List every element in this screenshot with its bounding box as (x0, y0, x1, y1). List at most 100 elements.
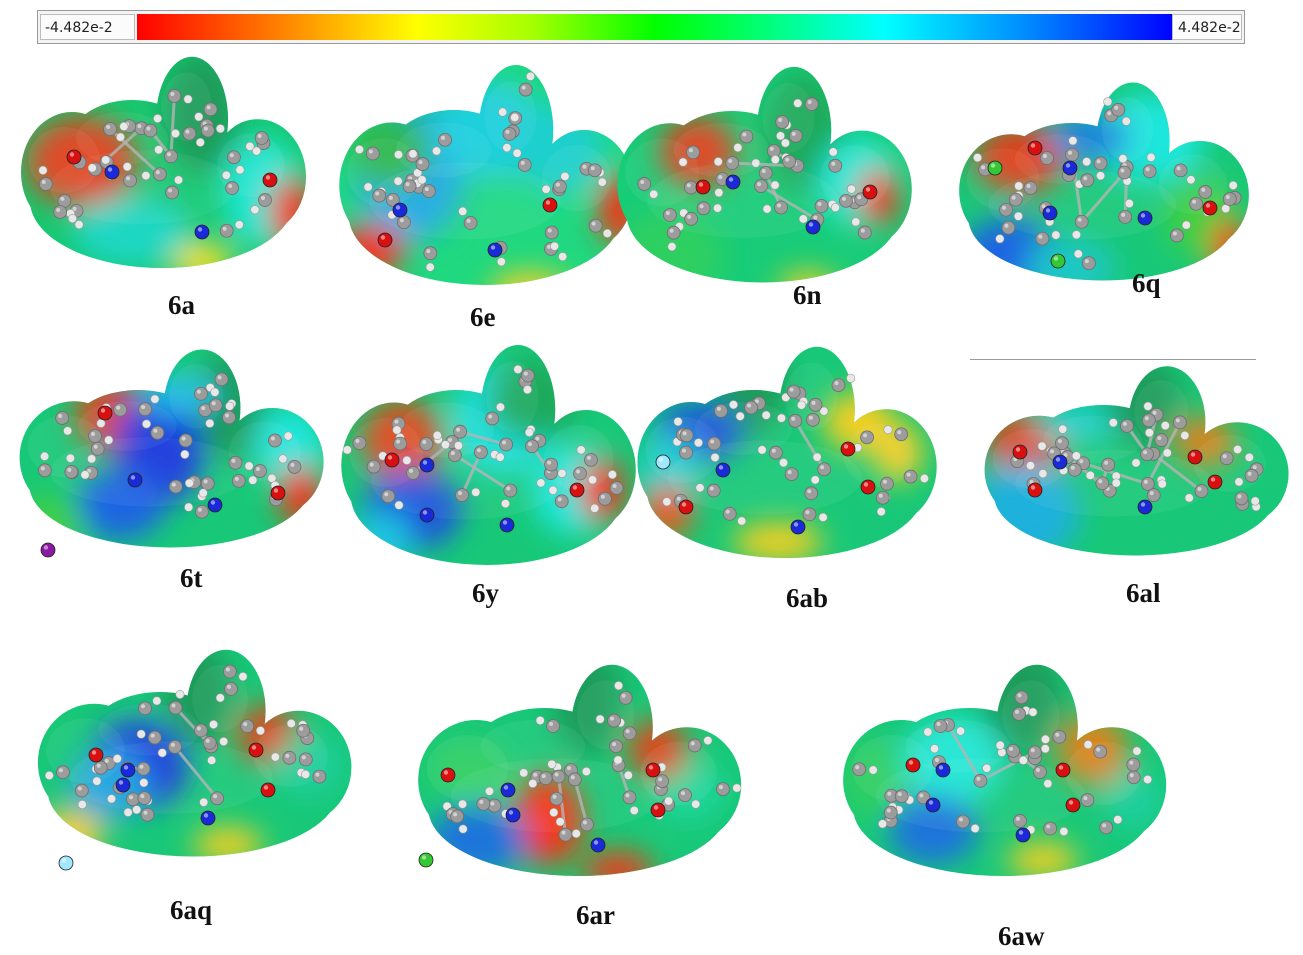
esp-surface-6n (617, 66, 912, 283)
nitrogen-atom (419, 507, 435, 523)
nitrogen-atom (1062, 160, 1078, 176)
molecule-6aw (833, 660, 1173, 900)
scale-min-value: -4.482e-2 (40, 14, 135, 40)
molecule-6al (975, 362, 1295, 577)
oxygen-atom (1027, 140, 1043, 156)
nitrogen-atom (935, 762, 951, 778)
esp-surface-6ab (637, 346, 937, 558)
scale-gradient-bar (137, 14, 1175, 40)
esp-surface-body (843, 664, 1167, 876)
nitrogen-atom (805, 219, 821, 235)
atom-skeleton (342, 364, 624, 533)
oxygen-atom (860, 479, 876, 495)
nitrogen-atom (207, 497, 223, 513)
oxygen-atom (440, 767, 456, 783)
oxygen-atom (1027, 482, 1043, 498)
atom-skeleton (637, 97, 878, 252)
atom-skeleton (38, 89, 278, 240)
molecule-6q (950, 78, 1255, 303)
fluorine-atom (655, 454, 671, 470)
molecule-6a (12, 52, 312, 292)
oxygen-atom (905, 757, 921, 773)
oxygen-atom (270, 485, 286, 501)
atom-skeleton (354, 71, 612, 272)
molecule-6ab (628, 342, 943, 582)
molecule-6n (608, 62, 918, 307)
oxygen-atom (66, 149, 82, 165)
nitrogen-atom (1052, 454, 1068, 470)
oxygen-atom (1055, 762, 1071, 778)
label-6q: 6q (1132, 268, 1161, 298)
label-6y: 6y (472, 578, 499, 608)
oxygen-atom (88, 747, 104, 763)
oxygen-atom (650, 802, 666, 818)
nitrogen-atom (725, 174, 741, 190)
nitrogen-atom (1137, 499, 1153, 515)
nitrogen-atom (419, 457, 435, 473)
molecule-6ar (408, 660, 748, 900)
nitrogen-atom (499, 517, 515, 533)
nitrogen-atom (127, 472, 143, 488)
oxygen-atom (97, 405, 113, 421)
esp-surface-body (984, 366, 1289, 556)
nitrogen-atom (1137, 210, 1153, 226)
oxygen-atom (542, 197, 558, 213)
esp-surface-6aw (843, 664, 1167, 876)
atom-skeleton (37, 372, 302, 558)
esp-surface-6a (21, 56, 306, 268)
label-6aq: 6aq (170, 895, 213, 925)
esp-surface-6e (339, 65, 634, 285)
nitrogen-atom (1042, 205, 1058, 221)
nitrogen-atom (1015, 827, 1031, 843)
separator-line (970, 359, 1256, 360)
esp-surface-6y (341, 345, 636, 565)
label-6al: 6al (1126, 578, 1161, 608)
nitrogen-atom (487, 242, 503, 258)
label-6n: 6n (793, 280, 822, 310)
label-6t: 6t (180, 563, 203, 593)
fluorine-atom (58, 855, 74, 871)
oxygen-atom (262, 172, 278, 188)
nitrogen-atom (925, 797, 941, 813)
atom-skeleton (44, 664, 327, 871)
atom-skeleton (973, 97, 1242, 271)
atom-skeleton (655, 373, 929, 535)
scale-max-value: 4.482e-2 (1172, 14, 1242, 40)
oxygen-atom (862, 184, 878, 200)
label-6ar: 6ar (576, 900, 615, 930)
molecule-6aq (28, 645, 358, 880)
nitrogen-atom (200, 810, 216, 826)
molecule-6t (10, 345, 330, 570)
oxygen-atom (1065, 797, 1081, 813)
oxygen-atom (1202, 200, 1218, 216)
nitrogen-atom (392, 202, 408, 218)
atom-skeleton (1010, 401, 1264, 515)
atom-skeleton (852, 690, 1153, 843)
esp-surface-body (339, 65, 634, 285)
esp-color-scale: -4.482e-2 4.482e-2 (37, 10, 1245, 44)
nitrogen-atom (115, 777, 131, 793)
oxygen-atom (645, 762, 661, 778)
oxygen-atom (695, 179, 711, 195)
esp-surface-6t (19, 349, 324, 558)
atom-skeleton (418, 681, 742, 868)
nitrogen-atom (715, 462, 731, 478)
esp-surface-6aq (37, 649, 352, 871)
oxygen-atom (1207, 474, 1223, 490)
iodine-atom (40, 542, 56, 558)
oxygen-atom (569, 482, 585, 498)
nitrogen-atom (120, 762, 136, 778)
nitrogen-atom (194, 224, 210, 240)
esp-surface-6al (984, 366, 1289, 556)
nitrogen-atom (505, 807, 521, 823)
oxygen-atom (678, 499, 694, 515)
label-6ab: 6ab (786, 583, 829, 613)
nitrogen-atom (790, 519, 806, 535)
nitrogen-atom (590, 837, 606, 853)
chlorine-atom (1050, 253, 1066, 269)
label-6aw: 6aw (998, 921, 1045, 951)
chlorine-atom (987, 160, 1003, 176)
oxygen-atom (260, 782, 276, 798)
oxygen-atom (1012, 444, 1028, 460)
esp-surface-6q (959, 82, 1249, 281)
